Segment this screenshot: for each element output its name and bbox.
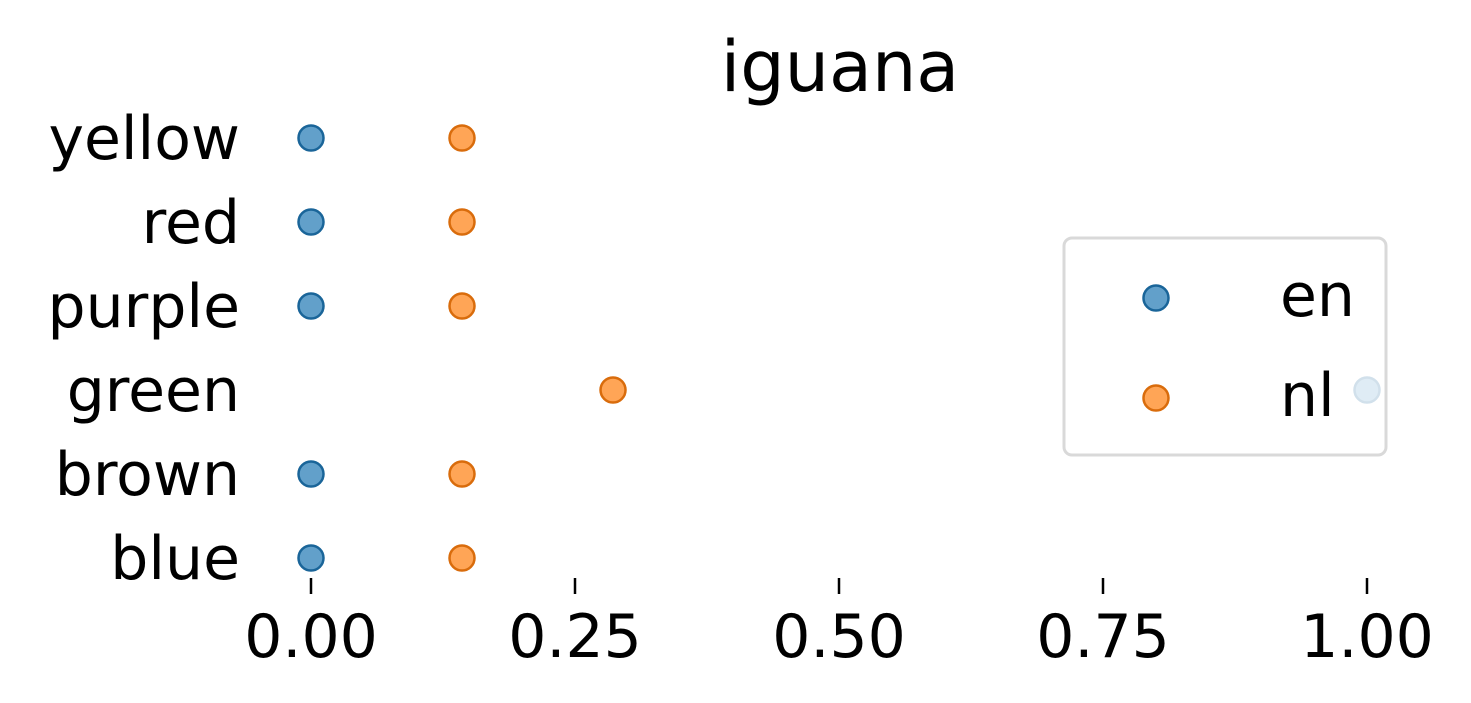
- y-tick-label-blue: blue: [110, 524, 240, 594]
- point-nl-purple: [448, 292, 476, 320]
- legend-label-en: en: [1280, 261, 1355, 331]
- point-en-red: [297, 208, 325, 236]
- legend-marker-nl: [1142, 384, 1170, 412]
- x-tick-label-3: 0.75: [1036, 602, 1170, 672]
- x-tick-label-4: 1.00: [1300, 602, 1434, 672]
- y-tick-label-purple: purple: [48, 272, 240, 342]
- plot-area: [297, 124, 1381, 572]
- x-tick-label-1: 0.25: [508, 602, 642, 672]
- legend-marker-en: [1142, 284, 1170, 312]
- point-en-brown: [297, 460, 325, 488]
- point-nl-blue: [448, 544, 476, 572]
- point-nl-yellow: [448, 124, 476, 152]
- x-tick-label-2: 0.50: [772, 602, 906, 672]
- legend: en nl: [1062, 236, 1388, 457]
- x-tick-label-0: 0.00: [244, 602, 378, 672]
- y-tick-label-green: green: [67, 356, 240, 426]
- point-nl-green: [599, 376, 627, 404]
- x-axis: 0.00 0.25 0.50 0.75 1.00: [244, 578, 1434, 672]
- y-tick-label-red: red: [142, 188, 240, 258]
- legend-label-nl: nl: [1280, 361, 1335, 431]
- chart-title: iguana: [721, 26, 959, 108]
- point-en-blue: [297, 544, 325, 572]
- point-nl-red: [448, 208, 476, 236]
- point-en-yellow: [297, 124, 325, 152]
- y-tick-label-yellow: yellow: [48, 104, 240, 174]
- y-axis: yellow red purple green brown blue: [48, 104, 240, 594]
- point-nl-brown: [448, 460, 476, 488]
- y-tick-label-brown: brown: [55, 440, 240, 510]
- point-en-purple: [297, 292, 325, 320]
